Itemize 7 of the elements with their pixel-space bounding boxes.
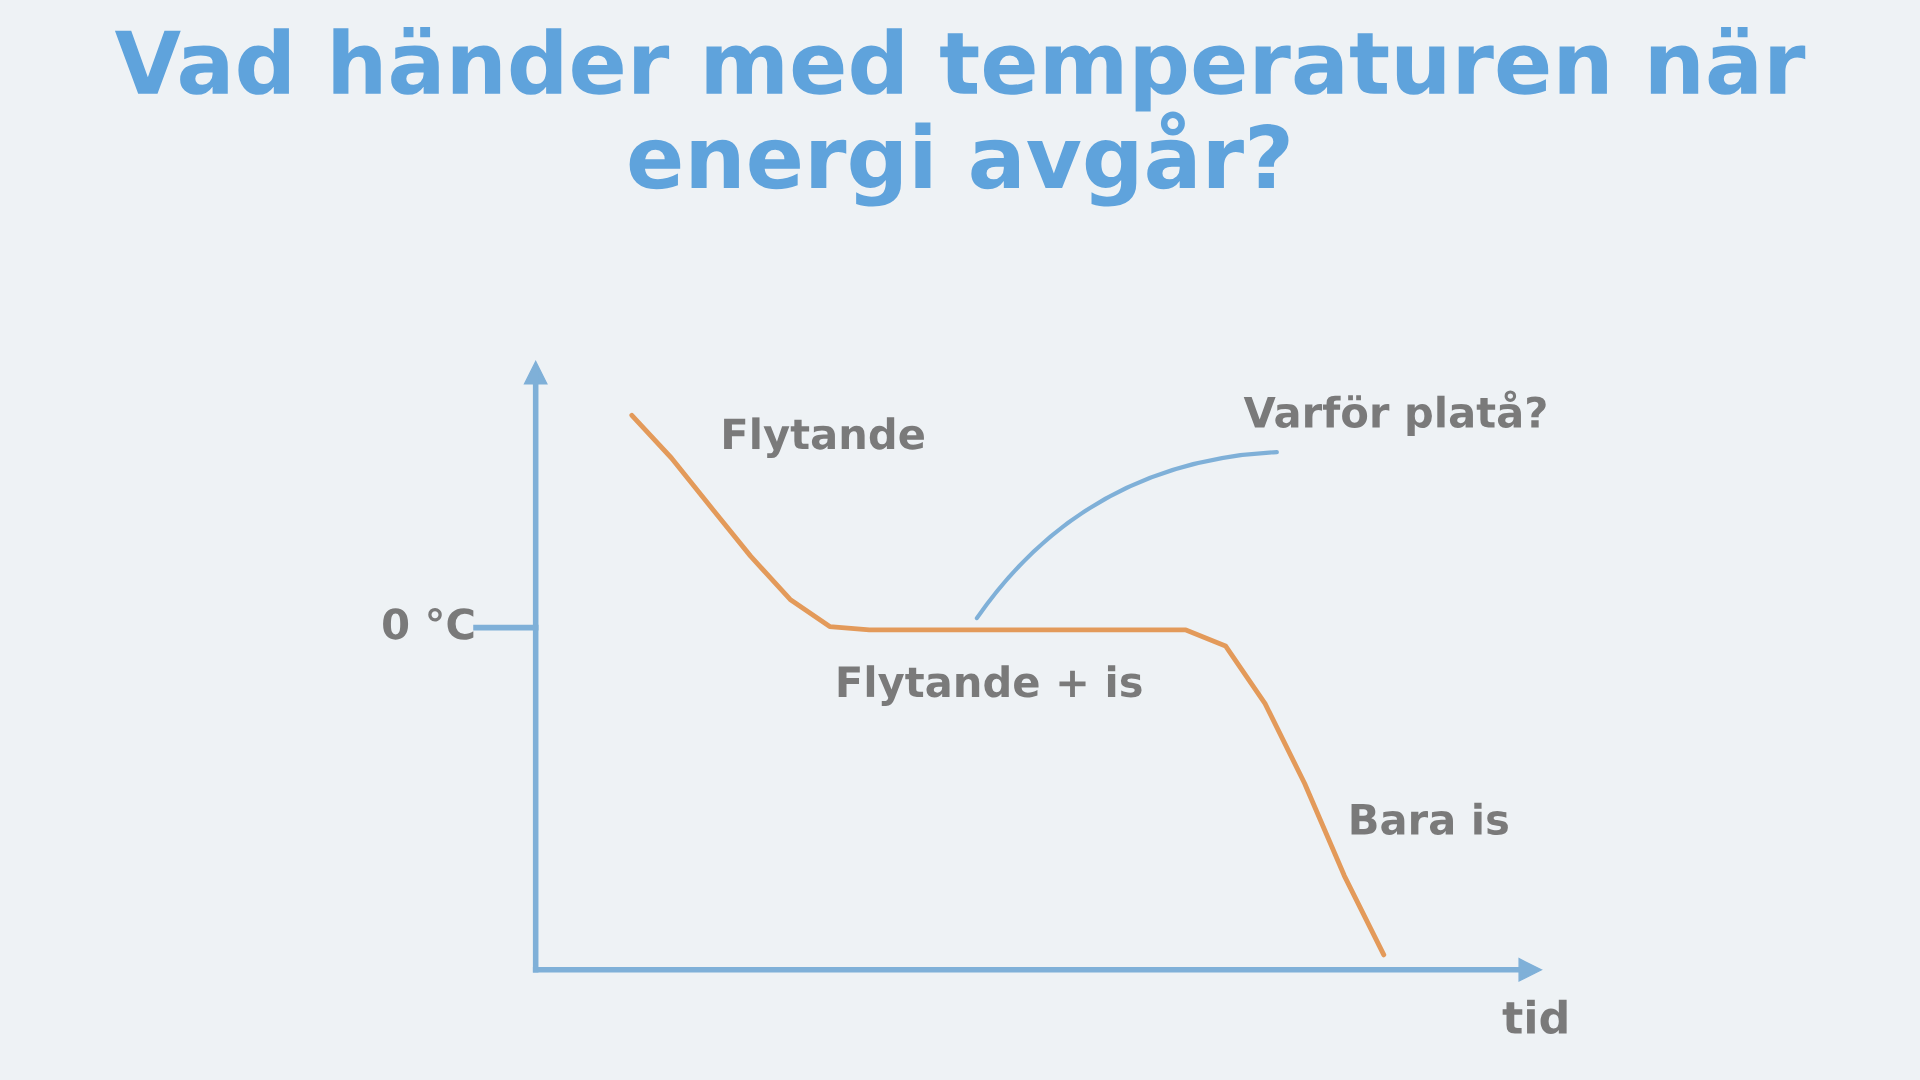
chart-title: Vad händer med temperaturen när energi avgår? [114, 27, 1806, 207]
annotation: Flytande + is [838, 665, 1142, 706]
annotation: Bara is [1351, 802, 1508, 836]
annotation: Varför platå? [1243, 390, 1546, 437]
text: 0 °C [383, 607, 474, 640]
x-axis-title: tid [1502, 999, 1567, 1035]
annotation: Flytande [724, 417, 924, 459]
